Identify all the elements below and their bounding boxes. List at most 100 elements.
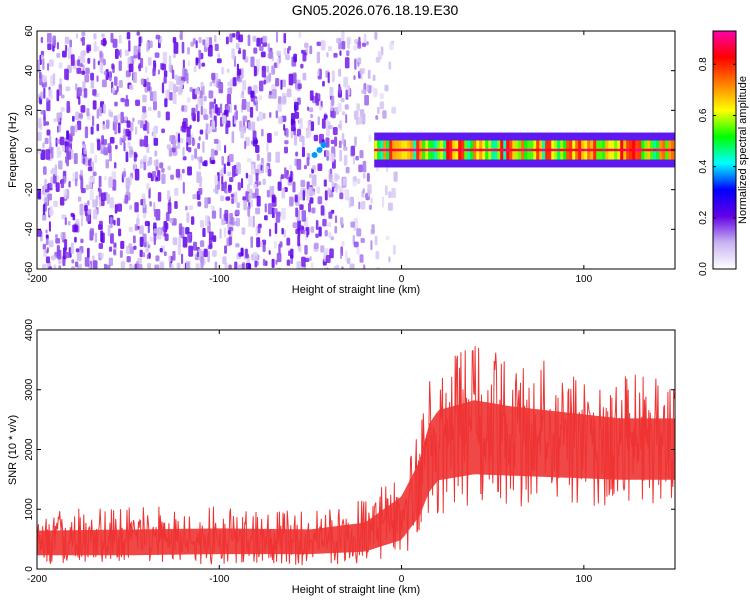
spectrogram-cell (310, 268, 314, 269)
spectrogram-cell (178, 223, 183, 236)
spectrogram-cell (90, 79, 95, 89)
spectrogram-cell (84, 205, 88, 212)
spectrogram-cell (119, 49, 122, 58)
spectrogram-cell (620, 148, 624, 152)
spectrogram-cell (255, 172, 259, 182)
spectrogram-cell (289, 248, 294, 259)
spectrogram-cell (137, 44, 141, 53)
spectrogram-cell (173, 42, 179, 54)
spectrogram-cell (281, 79, 286, 88)
spectrogram-cell (267, 168, 272, 177)
spectrogram-cell (328, 211, 333, 219)
spectrogram-cell (311, 174, 317, 187)
spectrogram-cell (264, 203, 267, 213)
spectrogram-cell (353, 75, 356, 81)
spectrogram-cell (51, 167, 57, 174)
spectrogram-cell (187, 46, 190, 55)
spectrogram-cell (262, 42, 268, 47)
spectrogram-cell (386, 148, 390, 152)
spectrogram-cell (335, 183, 338, 193)
spectrogram-cell (262, 258, 266, 267)
spectrogram-cell (40, 36, 44, 44)
spectrogram-cell (79, 169, 83, 176)
spectrogram-cell (134, 126, 138, 135)
spectrogram-cell (89, 189, 94, 201)
spectrogram-cell (53, 264, 57, 269)
spectrogram-cell (527, 148, 531, 152)
spectrogram-cell (207, 250, 210, 263)
spectrogram-cell (302, 52, 307, 62)
spectrogram-cell (389, 148, 393, 152)
spectrogram-cell (103, 139, 108, 146)
spectrogram-cell (298, 246, 302, 253)
spectrogram-cell (297, 192, 300, 202)
snr-y-ticks: 0 1000 2000 3000 4000 (24, 318, 675, 572)
spectrogram-cell (148, 187, 151, 199)
spectrogram-cell (126, 120, 131, 128)
spectrogram-cell (102, 124, 107, 130)
spectrogram-cell (339, 149, 342, 162)
spectrogram-cell (275, 211, 281, 223)
spectrogram-cell (338, 86, 342, 94)
spectrogram-cell (308, 202, 311, 213)
spectrogram-cell (286, 88, 292, 98)
spectrogram-cell (241, 90, 245, 95)
spectrogram-cell (190, 216, 195, 225)
spectrogram-cell (335, 174, 340, 180)
spectrogram-cell (153, 209, 159, 217)
spectrogram-cell (186, 126, 191, 137)
spectrogram-cell (327, 187, 331, 196)
spectrogram-cell (99, 50, 103, 58)
spectrogram-cell (295, 268, 299, 269)
spectrogram-cell (587, 148, 591, 152)
spectrogram-cell (283, 229, 287, 238)
spectrogram-cell (385, 235, 390, 241)
spectrogram-cell (133, 45, 138, 56)
spectrogram-cell (341, 240, 345, 247)
spectrogram-cell (419, 148, 423, 152)
spectrogram-cell (632, 148, 636, 152)
spectrogram-cell (146, 41, 149, 53)
spectrogram-cell (198, 161, 201, 170)
spectrogram-cell (128, 243, 132, 249)
spectrogram-cell (234, 104, 237, 111)
spectrogram-cell (346, 257, 351, 264)
spectrogram-cell (278, 243, 281, 255)
spectrogram-cell (153, 201, 156, 211)
spectrogram-cell (152, 90, 157, 102)
spectrogram-cell (357, 116, 362, 125)
spectrogram-cell (193, 65, 197, 73)
spectrogram-cell (271, 185, 275, 198)
spectrogram-cell (165, 211, 170, 222)
spectrogram-cell (202, 227, 206, 238)
spectrogram-cell (103, 263, 108, 269)
spectrogram-cell (360, 68, 365, 74)
spectrogram-cell (311, 152, 318, 158)
spectrogram-cell (236, 63, 239, 71)
spectrogram-cell (331, 95, 335, 106)
spectrogram-cell (271, 65, 276, 75)
spectrogram-cell (267, 132, 272, 143)
spectrogram-cell (289, 196, 294, 207)
spectrogram-cell (282, 95, 287, 104)
spectrogram-cell (165, 89, 170, 101)
spectrogram-cell (299, 190, 304, 201)
spectrogram-cell (80, 238, 84, 244)
spectrogram-cell (500, 148, 504, 152)
spectrogram-cell (106, 193, 110, 205)
spectrogram-cell (344, 57, 350, 69)
spectrogram-cell (383, 148, 387, 152)
spectrogram-cell (138, 263, 143, 269)
spectrogram-cell (219, 228, 222, 239)
spectrogram-cell (163, 76, 167, 84)
spectrogram-cell (123, 128, 126, 135)
spectrogram-cell (146, 77, 150, 82)
spectrogram-cell (113, 76, 118, 86)
spectrogram-cell (376, 166, 379, 172)
spectrogram-cell (253, 101, 257, 106)
spectrogram-cell (90, 72, 95, 81)
spectrogram-cell (304, 257, 310, 263)
spectrogram-cell (542, 148, 546, 152)
spectrogram-cell (253, 65, 257, 77)
spectrogram-cell (93, 58, 96, 70)
